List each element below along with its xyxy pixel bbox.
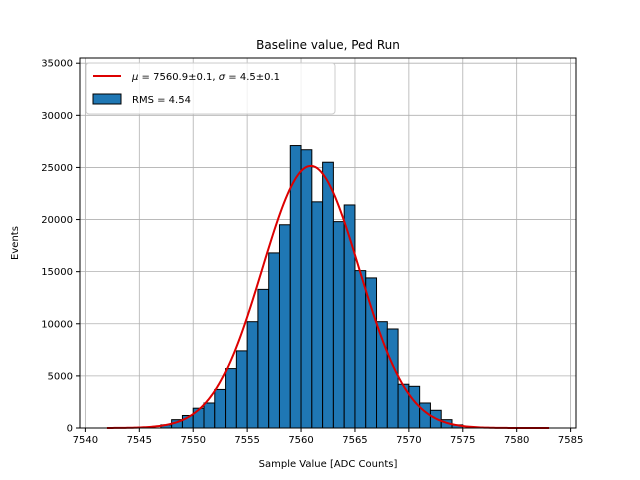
x-tick-label: 7555 — [234, 435, 259, 446]
legend-histogram-label: RMS = 4.54 — [132, 95, 191, 106]
histogram-bars — [160, 145, 464, 429]
histogram-bar — [257, 288, 270, 429]
legend-fit-sigma-symbol: σ — [219, 72, 226, 83]
histogram-bar — [203, 402, 216, 429]
histogram-bar — [365, 277, 378, 429]
histogram-bar — [246, 321, 259, 429]
y-tick-label: 5000 — [48, 371, 73, 382]
y-tick-label: 0 — [67, 424, 73, 435]
histogram-bar — [289, 145, 302, 429]
y-tick-label: 15000 — [41, 267, 73, 278]
x-tick-label: 7545 — [127, 435, 152, 446]
y-axis-ticks: 0 5000 10000 15000 20000 25000 30000 35000 — [41, 59, 80, 435]
y-axis-label: Events — [10, 226, 21, 260]
gaussian-fit-curve — [106, 164, 550, 429]
histogram-bar — [278, 224, 291, 429]
histogram-bar — [386, 328, 399, 429]
histogram-bar — [235, 350, 248, 429]
x-tick-label: 7565 — [342, 435, 367, 446]
x-axis-ticks: 7540 7545 7550 7555 7560 7565 7570 7575 7580 7585 — [73, 428, 583, 446]
x-tick-label: 7540 — [73, 435, 98, 446]
legend-fit-mu-value: = 7560.9±0.1, — [138, 72, 218, 83]
x-tick-label: 7570 — [396, 435, 421, 446]
legend-fit-mu-symbol: μ — [131, 72, 138, 83]
histogram-bar — [408, 385, 421, 429]
legend-fit-sigma-value: = 4.5±0.1 — [225, 72, 280, 83]
histogram-bar — [322, 161, 334, 429]
axes-frame — [79, 57, 577, 429]
histogram-bar — [268, 252, 280, 429]
chart-title: Baseline value, Ped Run — [256, 38, 400, 52]
histogram-bar — [214, 388, 227, 429]
x-tick-label: 7550 — [180, 435, 205, 446]
y-tick-label: 10000 — [41, 319, 73, 330]
x-tick-label: 7575 — [450, 435, 475, 446]
legend-histogram-swatch — [92, 93, 122, 105]
histogram-bar — [332, 221, 345, 429]
x-tick-label: 7580 — [504, 435, 529, 446]
legend-fit-label: μ = 7560.9±0.1, σ = 4.5±0.1 — [131, 72, 280, 83]
x-tick-label: 7585 — [558, 435, 583, 446]
histogram-bar — [354, 270, 367, 429]
histogram-bar — [311, 201, 324, 429]
y-tick-label: 35000 — [41, 59, 73, 70]
y-tick-label: 20000 — [41, 215, 73, 226]
histogram-bar — [225, 368, 237, 429]
y-tick-label: 25000 — [41, 163, 73, 174]
x-axis-label: Sample Value [ADC Counts] — [259, 459, 398, 470]
histogram-bar — [300, 149, 313, 429]
x-tick-label: 7560 — [288, 435, 313, 446]
legend-box — [85, 62, 336, 115]
legend: μ = 7560.9±0.1, σ = 4.5±0.1 RMS = 4.54 — [85, 62, 336, 115]
y-tick-label: 30000 — [41, 111, 73, 122]
histogram-bar — [192, 407, 205, 429]
